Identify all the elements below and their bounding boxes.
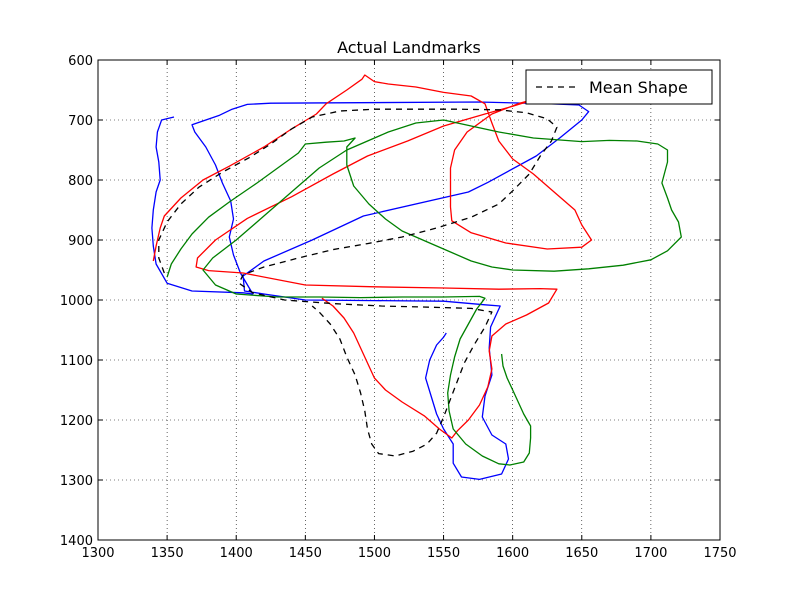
x-tick-label: 1650 [565, 546, 598, 561]
x-tick-label: 1500 [358, 546, 391, 561]
y-tick-label: 800 [68, 174, 93, 189]
x-tick-label: 1450 [289, 546, 322, 561]
x-tick-label: 1350 [151, 546, 184, 561]
y-tick-label: 1000 [60, 294, 93, 309]
x-tick-label: 1550 [427, 546, 460, 561]
y-tick-label: 1200 [60, 414, 93, 429]
x-tick-label: 1600 [496, 546, 529, 561]
x-tick-label: 1400 [220, 546, 253, 561]
chart-title: Actual Landmarks [337, 38, 481, 57]
x-tick-label: 1750 [703, 546, 736, 561]
y-tick-label: 1100 [60, 354, 93, 369]
x-tick-label: 1700 [634, 546, 667, 561]
y-tick-label: 1300 [60, 474, 93, 489]
legend-label-mean-shape: Mean Shape [589, 78, 688, 97]
legend: Mean Shape [526, 70, 712, 104]
y-tick-label: 1400 [60, 534, 93, 549]
y-tick-label: 900 [68, 234, 93, 249]
y-tick-label: 600 [68, 54, 93, 69]
y-tick-label: 700 [68, 114, 93, 129]
